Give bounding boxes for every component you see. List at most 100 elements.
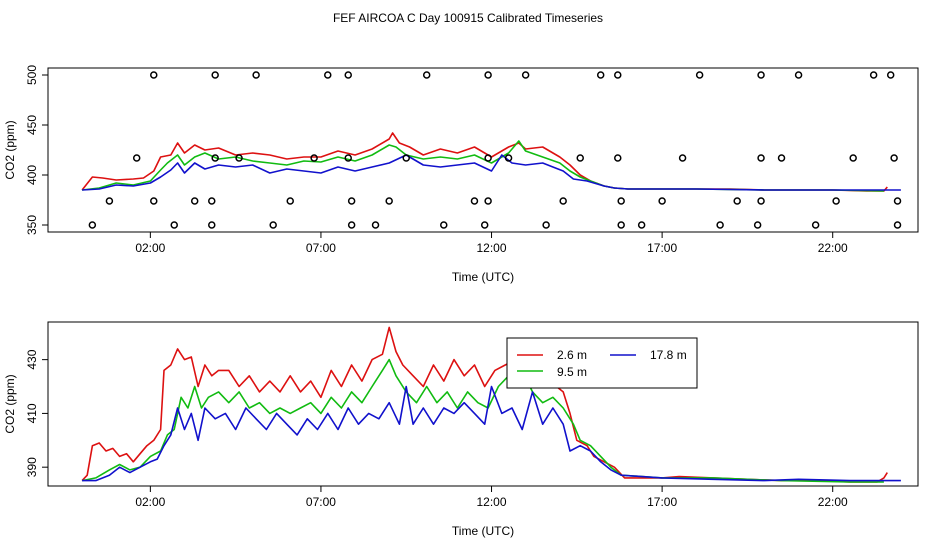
marker-point (637, 221, 646, 229)
top-x-axis-label: Time (UTC) (452, 270, 514, 284)
marker-point (286, 197, 294, 205)
top-x-tick-label: 12:00 (477, 241, 507, 255)
top-panel: 350 400 450 500 02:00 07:00 12:00 17:00 22:00 T… (3, 65, 919, 284)
marker-point (88, 221, 97, 229)
marker-point (150, 197, 158, 205)
marker-point (470, 197, 479, 205)
bottom-y-tick-label: 430 (25, 349, 39, 369)
bottom-y-tick-label: 390 (25, 457, 39, 477)
marker-point (211, 154, 219, 162)
bottom-y-tick-label: 410 (25, 403, 39, 423)
top-plot-frame (47, 67, 919, 233)
top-y-tick-label: 350 (25, 215, 39, 235)
marker-point (757, 154, 765, 162)
bottom-y-axis: 390 410 430 (25, 349, 48, 477)
top-series-line-9-5-m (82, 140, 884, 192)
marker-point (402, 154, 410, 162)
marker-point (777, 154, 786, 162)
top-x-tick-label: 02:00 (135, 241, 165, 255)
top-series-line-17-8-m (82, 154, 901, 191)
marker-point (440, 221, 448, 229)
bottom-x-tick-label: 17:00 (647, 495, 677, 509)
bottom-x-tick-label: 22:00 (818, 495, 848, 509)
top-series (81, 132, 901, 192)
marker-point (559, 197, 567, 205)
marker-point (617, 221, 625, 229)
top-y-tick-label: 500 (25, 65, 39, 85)
legend-label-17-8m: 17.8 m (650, 348, 687, 362)
marker-point (484, 197, 492, 205)
marker-point (733, 197, 741, 205)
marker-point (614, 154, 622, 162)
bottom-series-line-2-6-m (81, 326, 888, 483)
marker-point (890, 154, 898, 162)
bottom-x-axis-label: Time (UTC) (452, 524, 514, 538)
marker-point (521, 71, 530, 79)
marker-point (811, 221, 820, 229)
marker-point (658, 197, 666, 205)
marker-point (480, 221, 489, 229)
bottom-x-tick-label: 02:00 (135, 495, 165, 509)
marker-point (794, 71, 803, 79)
marker-point (150, 71, 158, 79)
marker-point (190, 197, 199, 205)
marker-point (344, 71, 352, 79)
marker-point (893, 197, 902, 205)
marker-point (235, 154, 243, 162)
marker-point (385, 197, 393, 205)
bottom-series-line-9-5-m (81, 353, 884, 483)
bottom-y-axis-label: CO2 (ppm) (3, 374, 17, 433)
marker-point (252, 71, 260, 79)
legend-label-2-6m: 2.6 m (557, 348, 587, 362)
marker-point (208, 197, 216, 205)
bottom-plot-frame (47, 321, 919, 487)
marker-point (105, 197, 114, 205)
marker-point (211, 71, 219, 79)
figure-title: FEF AIRCOA C Day 100915 Calibrated Times… (333, 11, 603, 25)
marker-point (869, 71, 878, 79)
top-y-tick-label: 400 (25, 165, 39, 185)
bottom-series (81, 326, 901, 483)
bottom-x-axis: 02:00 07:00 12:00 17:00 22:00 (135, 486, 848, 509)
marker-point (132, 154, 141, 162)
marker-point (757, 71, 765, 79)
marker-point (617, 197, 625, 205)
marker-point (849, 154, 857, 162)
marker-point (757, 197, 765, 205)
marker-point (324, 71, 332, 79)
marker-point (484, 71, 492, 79)
bottom-x-tick-label: 12:00 (477, 495, 507, 509)
marker-point (347, 221, 356, 229)
top-markers (88, 71, 902, 229)
bottom-series-line-17-8-m (82, 385, 901, 482)
bottom-x-tick-label: 07:00 (306, 495, 336, 509)
top-y-tick-label: 450 (25, 115, 39, 135)
marker-point (484, 154, 492, 162)
top-series-line-2-6-m (81, 132, 888, 192)
marker-point (695, 71, 704, 79)
marker-point (893, 221, 902, 229)
marker-point (344, 154, 352, 162)
marker-point (678, 154, 687, 162)
marker-point (614, 71, 622, 79)
marker-point (347, 197, 356, 205)
marker-point (504, 154, 513, 162)
marker-point (269, 221, 277, 229)
top-x-tick-label: 07:00 (306, 241, 336, 255)
bottom-panel: 390 410 430 02:00 07:00 12:00 17:00 22:00 Time… (3, 321, 919, 538)
marker-point (596, 71, 605, 79)
legend-label-9-5m: 9.5 m (557, 365, 587, 379)
marker-point (371, 221, 380, 229)
top-x-axis: 02:00 07:00 12:00 17:00 22:00 (135, 232, 848, 255)
top-y-axis: 350 400 450 500 (25, 65, 48, 235)
marker-point (753, 221, 762, 229)
legend-box (506, 337, 698, 389)
marker-point (886, 71, 895, 79)
marker-point (170, 221, 178, 229)
marker-point (542, 221, 550, 229)
top-x-tick-label: 22:00 (818, 241, 848, 255)
top-y-axis-label: CO2 (ppm) (3, 120, 17, 179)
marker-point (310, 154, 318, 162)
marker-point (422, 71, 431, 79)
